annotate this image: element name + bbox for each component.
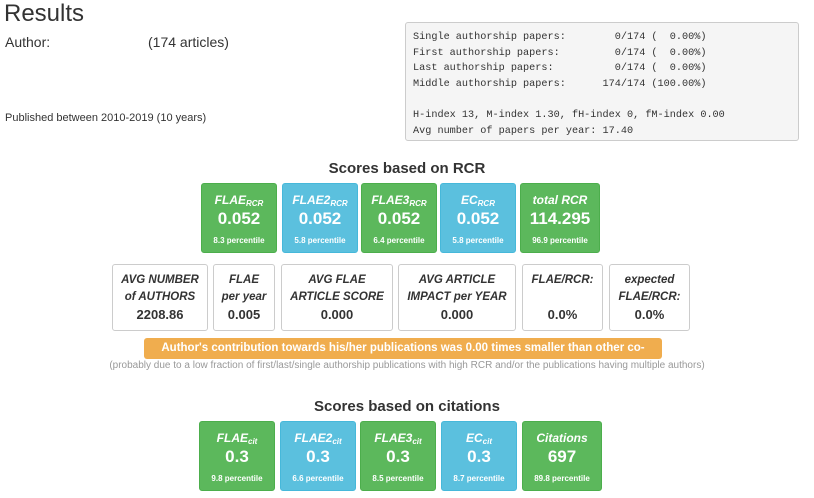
box-value: 0.0% [547, 307, 578, 322]
tile-value: 114.295 [529, 209, 591, 228]
tile-percentile: 8.7 percentile [453, 474, 505, 483]
flae2-rcr-tile: FLAE2RCR 0.052 5.8 percentile [282, 183, 358, 253]
stats-line: Single authorship papers: 0/174 ( 0.00%) [413, 32, 707, 43]
tile-value: 697 [547, 447, 577, 466]
box-value: 0.000 [440, 307, 474, 322]
box-label: expected FLAE/RCR: [618, 274, 681, 303]
flae3-cit-tile: FLAE3cit 0.3 8.5 percentile [360, 421, 436, 491]
flae-rcr-tile: FLAERCR 0.052 8.3 percentile [201, 183, 277, 253]
citations-section-title: Scores based on citations [314, 398, 500, 415]
stats-line: Last authorship papers: 0/174 ( 0.00%) [413, 63, 707, 75]
ec-cit-tile: ECcit 0.3 8.7 percentile [441, 421, 517, 491]
tile-value: 0.052 [377, 209, 421, 228]
contribution-note: (probably due to a low fraction of first… [109, 360, 705, 371]
stats-line: H-index 13, M-index 1.30, fH-index 0, fM… [413, 109, 725, 121]
total-rcr-tile: total RCR 114.295 96.9 percentile [520, 183, 600, 253]
stats-line: Avg number of papers per year: 17.40 [413, 125, 634, 137]
stats-line: First authorship papers: 0/174 ( 0.00%) [413, 47, 707, 59]
tile-value: 0.052 [298, 209, 342, 228]
published-range: Published between 2010-2019 (10 years) [5, 112, 207, 124]
tile-percentile: 6.6 percentile [292, 474, 344, 483]
flae3-rcr-tile: FLAE3RCR 0.052 6.4 percentile [361, 183, 437, 253]
tile-value: 0.052 [217, 209, 261, 228]
tile-percentile: 6.4 percentile [373, 236, 425, 245]
tile-name: FLAERCR [214, 193, 264, 208]
tile-name: Citations [536, 431, 588, 445]
flae2-cit-tile: FLAE2cit 0.3 6.6 percentile [280, 421, 356, 491]
avg-authors-box: AVG NUMBER of AUTHORS 2208.86 [112, 264, 208, 331]
avg-flae-article-box: AVG FLAE ARTICLE SCORE 0.000 [281, 264, 393, 331]
stats-line: Middle authorship papers: 174/174 (100.0… [413, 78, 707, 90]
box-label: AVG NUMBER of AUTHORS [121, 274, 199, 303]
article-count: (174 articles) [148, 34, 229, 50]
author-label: Author: [5, 34, 51, 50]
box-value: 0.0% [634, 307, 665, 322]
citations-tile: Citations 697 89.8 percentile [522, 421, 602, 491]
tile-name: FLAE3RCR [371, 193, 427, 208]
tile-name: FLAEcit [216, 431, 258, 446]
tile-percentile: 9.8 percentile [211, 474, 263, 483]
tile-name: FLAE2RCR [292, 193, 348, 208]
flae-cit-tile: FLAEcit 0.3 9.8 percentile [199, 421, 275, 491]
tile-name: ECcit [465, 431, 492, 446]
box-value: 2208.86 [136, 307, 184, 322]
tile-percentile: 8.5 percentile [372, 474, 424, 483]
contribution-warning-badge: Author's contribution towards his/her pu… [144, 338, 662, 375]
flae-rcr-ratio-box: FLAE/RCR: 0.0% [522, 264, 603, 331]
ec-rcr-tile: ECRCR 0.052 5.8 percentile [440, 183, 516, 253]
box-value: 0.005 [227, 307, 261, 322]
flae-per-year-box: FLAE per year 0.005 [213, 264, 275, 331]
tile-percentile: 96.9 percentile [532, 236, 588, 245]
authorship-stats-panel: Single authorship papers: 0/174 ( 0.00%)… [405, 22, 799, 141]
tile-value: 0.3 [306, 447, 330, 466]
tile-percentile: 8.3 percentile [213, 236, 265, 245]
expected-flae-rcr-box: expected FLAE/RCR: 0.0% [609, 264, 690, 331]
tile-value: 0.052 [456, 209, 500, 228]
box-label: AVG FLAE ARTICLE SCORE [290, 274, 384, 303]
tile-value: 0.3 [225, 447, 249, 466]
box-label: FLAE/RCR: [531, 274, 594, 286]
tile-name: FLAE2cit [294, 431, 342, 446]
box-label: FLAE per year [221, 274, 267, 303]
tile-name: ECRCR [460, 193, 495, 208]
rcr-section-title: Scores based on RCR [328, 160, 486, 177]
tile-percentile: 89.8 percentile [534, 474, 590, 483]
tile-percentile: 5.8 percentile [452, 236, 504, 245]
tile-name: FLAE3cit [374, 431, 422, 446]
avg-article-impact-box: AVG ARTICLE IMPACT per YEAR 0.000 [398, 264, 516, 331]
tile-value: 0.3 [467, 447, 491, 466]
tile-value: 0.3 [386, 447, 410, 466]
box-value: 0.000 [320, 307, 354, 322]
tile-percentile: 5.8 percentile [294, 236, 346, 245]
page-title: Results [4, 0, 85, 27]
box-label: AVG ARTICLE IMPACT per YEAR [407, 274, 507, 303]
tile-name: total RCR [532, 193, 588, 207]
